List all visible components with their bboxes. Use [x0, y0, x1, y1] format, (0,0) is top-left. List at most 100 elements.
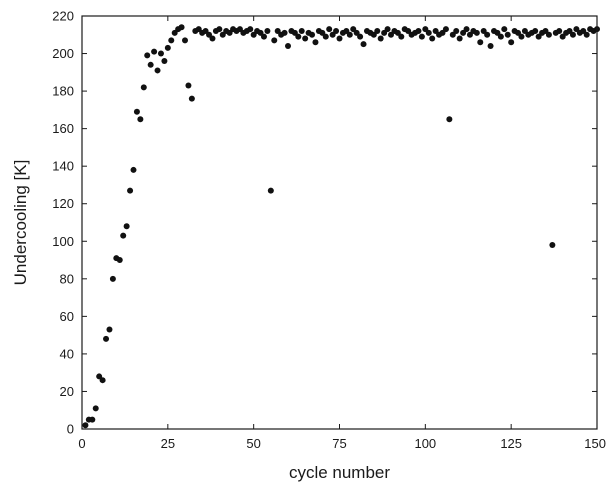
data-point — [133, 108, 140, 115]
x-tick-label: 25 — [161, 436, 175, 451]
data-point — [157, 50, 164, 57]
data-point — [127, 187, 134, 194]
data-point — [137, 116, 144, 123]
x-axis-ticks: 0 25 50 75 100 125 150 — [78, 16, 606, 451]
data-point — [504, 31, 511, 38]
data-point — [429, 35, 436, 42]
data-point — [446, 116, 453, 123]
data-point — [271, 37, 278, 44]
data-point — [185, 82, 192, 89]
data-points — [82, 24, 600, 429]
data-point — [264, 28, 271, 35]
y-axis-ticks: 0 20 40 60 80 100 120 140 160 180 200 220 — [52, 9, 597, 437]
data-point — [377, 35, 384, 42]
data-point — [518, 33, 525, 40]
data-point — [346, 31, 353, 38]
data-point — [188, 95, 195, 102]
data-point — [109, 275, 116, 282]
data-point — [267, 187, 274, 194]
y-tick-label: 200 — [52, 46, 74, 61]
data-point — [120, 232, 127, 239]
data-point — [216, 26, 223, 33]
data-point — [161, 58, 168, 65]
data-point — [360, 41, 367, 48]
data-point — [418, 33, 425, 40]
x-tick-label: 0 — [78, 436, 85, 451]
y-tick-label: 120 — [52, 196, 74, 211]
data-point — [247, 26, 254, 33]
y-tick-label: 100 — [52, 234, 74, 249]
x-tick-label: 50 — [246, 436, 260, 451]
x-tick-label: 75 — [332, 436, 346, 451]
data-point — [569, 31, 576, 38]
data-point — [144, 52, 151, 59]
y-tick-label: 0 — [67, 422, 74, 437]
data-point — [473, 29, 480, 36]
data-point — [501, 26, 508, 33]
data-point — [312, 39, 319, 46]
data-point — [92, 405, 99, 412]
y-tick-label: 20 — [60, 384, 74, 399]
data-point — [182, 37, 188, 44]
data-point — [281, 29, 288, 36]
data-point — [260, 33, 267, 40]
y-tick-label: 80 — [60, 271, 74, 286]
data-point — [549, 242, 556, 249]
y-tick-label: 60 — [60, 309, 74, 324]
y-tick-label: 40 — [60, 346, 74, 361]
data-point — [130, 166, 137, 173]
y-tick-label: 180 — [52, 84, 74, 99]
data-point — [442, 26, 449, 33]
x-tick-label: 100 — [414, 436, 436, 451]
data-point — [398, 33, 405, 40]
data-point — [583, 31, 590, 38]
y-tick-label: 220 — [52, 9, 74, 24]
data-point — [326, 26, 333, 33]
data-point — [147, 61, 154, 68]
data-point — [140, 84, 147, 91]
data-point — [309, 31, 316, 38]
data-point — [89, 416, 96, 423]
data-point — [545, 31, 552, 38]
y-tick-label: 160 — [52, 121, 74, 136]
data-point — [487, 43, 494, 50]
data-point — [103, 335, 110, 342]
data-point — [322, 33, 329, 40]
data-point — [484, 31, 491, 38]
data-point — [106, 326, 113, 333]
data-point — [463, 26, 470, 33]
data-point — [123, 223, 130, 230]
data-point — [168, 37, 175, 44]
data-point — [497, 33, 504, 40]
data-point — [415, 28, 422, 35]
data-point — [82, 422, 89, 429]
data-point — [333, 28, 340, 35]
data-point — [425, 29, 432, 36]
data-point — [164, 44, 171, 51]
data-point — [298, 28, 305, 35]
data-point — [357, 33, 364, 40]
x-tick-label: 150 — [584, 436, 606, 451]
x-axis-title: cycle number — [289, 463, 390, 482]
data-point — [302, 35, 309, 42]
x-tick-label: 125 — [500, 436, 522, 451]
data-point — [532, 28, 539, 35]
y-tick-label: 140 — [52, 159, 74, 174]
data-point — [384, 26, 391, 33]
data-point — [116, 257, 123, 264]
data-point — [285, 43, 291, 50]
data-point — [178, 24, 185, 31]
data-point — [151, 48, 158, 55]
y-axis-title: Undercooling [K] — [11, 160, 30, 286]
data-point — [209, 35, 216, 42]
data-point — [508, 39, 515, 46]
data-point — [99, 377, 106, 384]
data-point — [556, 28, 563, 35]
data-point — [374, 28, 381, 35]
data-point — [295, 33, 302, 40]
data-point — [453, 28, 460, 35]
data-point — [456, 35, 463, 42]
plot-area-frame — [81, 15, 598, 430]
data-point — [477, 39, 484, 46]
